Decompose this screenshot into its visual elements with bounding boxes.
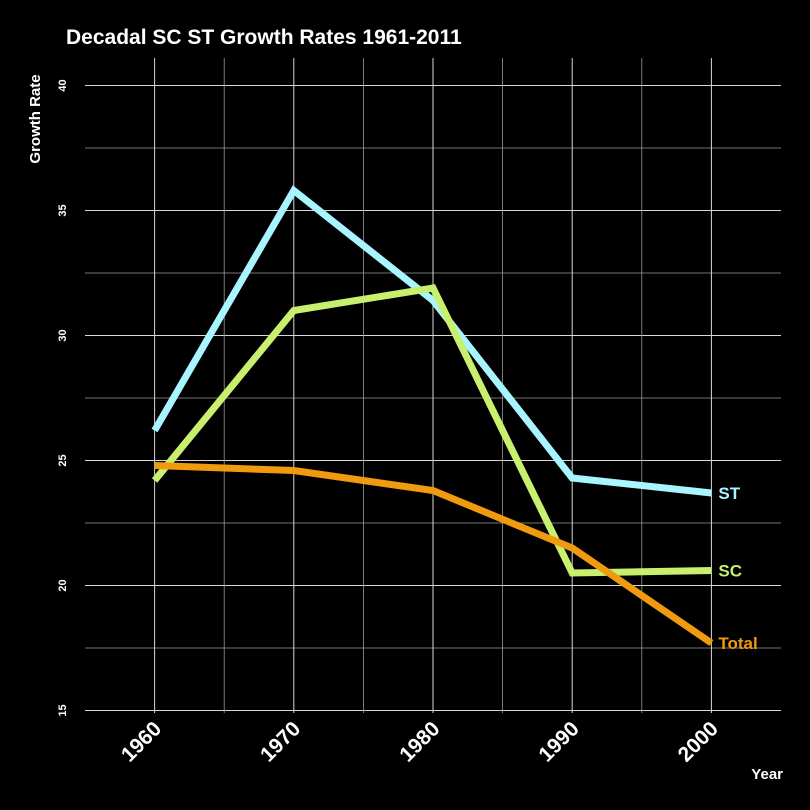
y-tick-label: 30	[57, 329, 69, 341]
y-tick-label: 35	[57, 204, 69, 216]
y-tick-label: 25	[57, 454, 69, 466]
chart-title: Decadal SC ST Growth Rates 1961-2011	[66, 26, 462, 49]
series-labels: ST SC Total	[718, 484, 757, 653]
series-label-sc: SC	[718, 562, 742, 581]
series-label-total: Total	[718, 634, 757, 653]
x-tick-label: 2000	[674, 717, 723, 766]
x-axis-title: Year	[751, 766, 783, 783]
x-tick-label: 1960	[117, 717, 166, 766]
x-tick-label: 1980	[395, 717, 444, 766]
y-axis-title: Growth Rate	[27, 74, 44, 163]
y-tick-label: 20	[57, 579, 69, 591]
x-tick-label: 1990	[534, 717, 583, 766]
series-label-st: ST	[718, 484, 740, 503]
grid-lines	[85, 58, 781, 713]
y-axis-ticks: 15 20 25 30 35 40	[57, 79, 69, 716]
x-tick-label: 1970	[256, 717, 305, 766]
series-line-st	[151, 185, 712, 497]
y-tick-label: 15	[57, 704, 69, 716]
series-line-sc	[151, 284, 712, 577]
series-lines	[151, 185, 714, 646]
x-axis-ticks: 1960 1970 1980 1990 2000	[117, 717, 723, 766]
y-tick-label: 40	[57, 79, 69, 91]
series-line-total	[154, 462, 714, 646]
